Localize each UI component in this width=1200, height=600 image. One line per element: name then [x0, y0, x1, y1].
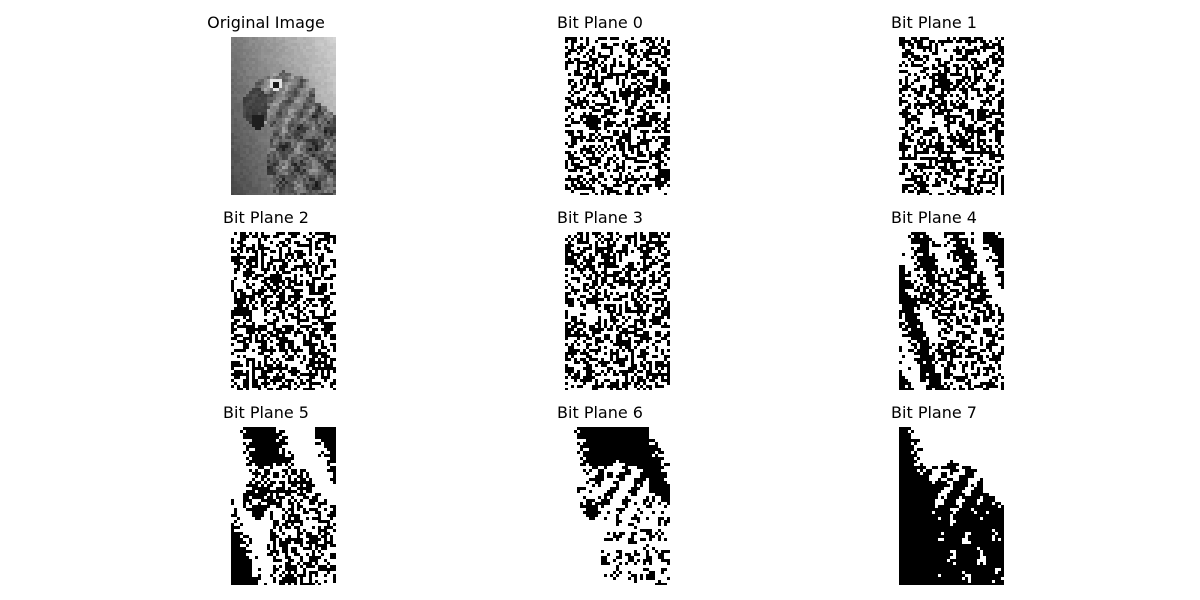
bit-plane-4-image: [899, 232, 1004, 390]
panel-title: Bit Plane 0: [557, 13, 643, 32]
panel-title: Bit Plane 6: [557, 403, 643, 422]
bit-plane-6-image: [565, 427, 670, 585]
parrot-grayscale-image: [231, 37, 336, 195]
panel-title: Bit Plane 7: [891, 403, 977, 422]
bit-plane-0-image: [565, 37, 670, 195]
bit-plane-7-image: [899, 427, 1004, 585]
bit-plane-3-image: [565, 232, 670, 390]
panel-bit-plane-1: Bit Plane 1: [864, 12, 1004, 202]
panel-bit-plane-7: Bit Plane 7: [864, 402, 1004, 592]
panel-bit-plane-5: Bit Plane 5: [196, 402, 336, 592]
panel-title: Bit Plane 3: [557, 208, 643, 227]
panel-title: Bit Plane 5: [223, 403, 309, 422]
panel-bit-plane-4: Bit Plane 4: [864, 207, 1004, 397]
bit-plane-5-image: [231, 427, 336, 585]
panel-original-image: Original Image: [196, 12, 336, 202]
bit-plane-2-image: [231, 232, 336, 390]
panel-bit-plane-3: Bit Plane 3: [530, 207, 670, 397]
panel-bit-plane-2: Bit Plane 2: [196, 207, 336, 397]
panel-title: Bit Plane 2: [223, 208, 309, 227]
panel-bit-plane-6: Bit Plane 6: [530, 402, 670, 592]
bit-plane-1-image: [899, 37, 1004, 195]
panel-title: Bit Plane 4: [891, 208, 977, 227]
panel-title: Bit Plane 1: [891, 13, 977, 32]
panel-title: Original Image: [207, 13, 325, 32]
panel-bit-plane-0: Bit Plane 0: [530, 12, 670, 202]
